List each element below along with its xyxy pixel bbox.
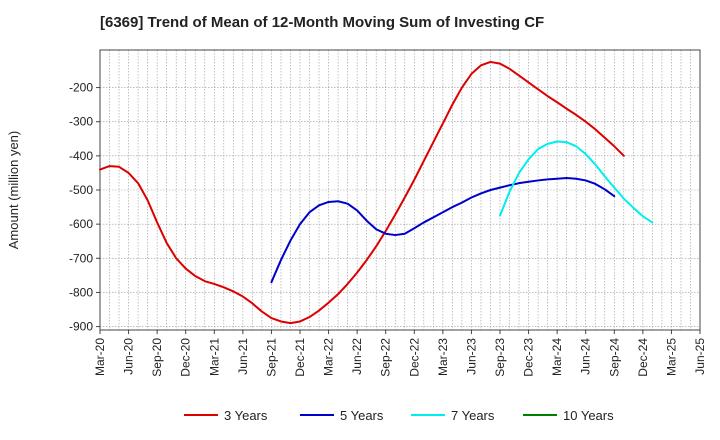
y-tick-label: -600: [69, 217, 93, 231]
x-tick-label: Sep-20: [150, 338, 164, 377]
series-layer: [99, 60, 654, 325]
series-line-3-years: [99, 60, 625, 325]
y-tick-label: -500: [69, 183, 93, 197]
x-tick-label: Dec-24: [636, 338, 650, 377]
x-tick-label: Jun-25: [693, 338, 707, 375]
x-tick-label: Dec-23: [522, 338, 536, 377]
grid-layer: [100, 50, 700, 330]
x-tick-label: Mar-25: [664, 338, 678, 376]
x-tick-label: Jun-24: [579, 338, 593, 375]
x-tick-label: Sep-21: [264, 338, 278, 377]
y-tick-label: -200: [69, 81, 93, 95]
x-tick-label: Sep-24: [607, 338, 621, 377]
y-axis-label: Amount (million yen): [6, 131, 21, 250]
y-tick-label: -300: [69, 115, 93, 129]
x-tick-label: Dec-20: [179, 338, 193, 377]
x-tick-label: Mar-20: [93, 338, 107, 376]
series-line-7-years: [499, 140, 654, 224]
chart-title: [6369] Trend of Mean of 12-Month Moving …: [100, 14, 545, 31]
legend-label-7-years: 7 Years: [451, 408, 495, 423]
plot-frame: [99, 49, 701, 331]
legend-label-3-years: 3 Years: [224, 408, 268, 423]
y-tick-label: -700: [69, 251, 93, 265]
x-tick-label: Sep-22: [379, 338, 393, 377]
x-tick-label: Dec-22: [407, 338, 421, 377]
x-tick-label: Jun-20: [122, 338, 136, 375]
x-tick-label: Jun-23: [464, 338, 478, 375]
x-tick-label: Jun-21: [236, 338, 250, 375]
x-tick-label: Mar-23: [436, 338, 450, 376]
x-tick-label: Sep-23: [493, 338, 507, 377]
x-tick-label: Jun-22: [350, 338, 364, 375]
y-tick-label: -900: [69, 320, 93, 334]
x-tick-label: Dec-21: [293, 338, 307, 377]
y-tick-label: -400: [69, 149, 93, 163]
legend-layer: 3 Years 5 Years 7 Years 10 Years: [184, 408, 614, 423]
x-tick-label: Mar-22: [322, 338, 336, 376]
y-tick-label: -800: [69, 285, 93, 299]
series-line-5-years: [270, 177, 616, 284]
axis-layer: -900 -800 -700 -600 -500 -400 -300 -200 Mar-20 Ju…: [6, 49, 707, 377]
legend-label-5-years: 5 Years: [340, 408, 384, 423]
x-tick-label: Mar-24: [550, 338, 564, 376]
legend-label-10-years: 10 Years: [563, 408, 614, 423]
x-tick-label: Mar-21: [207, 338, 221, 376]
